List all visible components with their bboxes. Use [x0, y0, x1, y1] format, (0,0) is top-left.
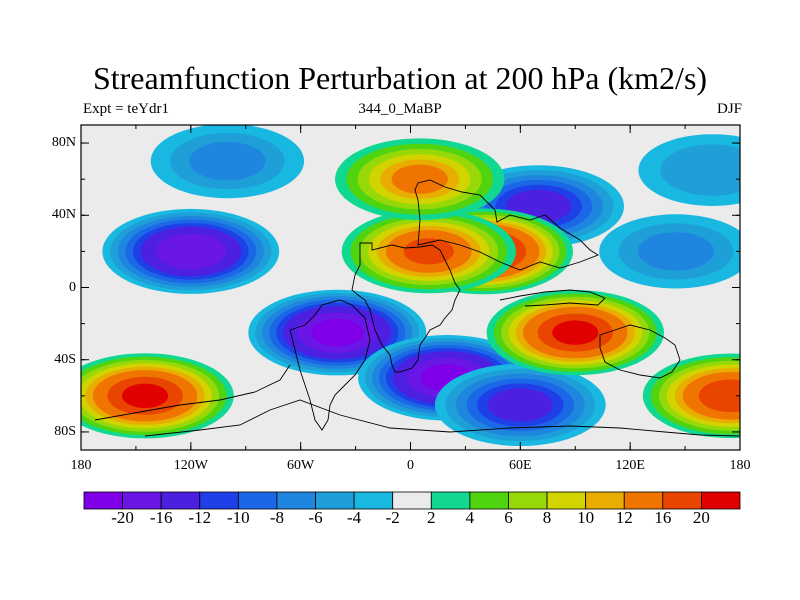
colorbar-label: -12 — [188, 508, 212, 527]
colorbar-swatch — [122, 491, 162, 510]
y-tick-label: 0 — [69, 279, 76, 295]
colorbar-label: 2 — [427, 508, 436, 527]
colorbar-label: -2 — [385, 508, 400, 527]
negative-contour-band — [637, 232, 715, 271]
colorbar-swatch — [469, 491, 509, 510]
colorbar-label: 4 — [465, 508, 475, 527]
colorbar-label: -20 — [111, 508, 134, 527]
colorbar — [83, 491, 741, 510]
colorbar-swatch — [546, 491, 587, 510]
colorbar-swatch — [199, 491, 239, 510]
colorbar-label: 10 — [577, 508, 595, 527]
x-tick-label: 180 — [70, 458, 92, 473]
western-outline — [94, 364, 291, 421]
colorbar-label: 12 — [615, 508, 633, 527]
x-tick-label: 60W — [287, 458, 315, 473]
axis-ticks — [80, 125, 741, 450]
contour-field — [81, 125, 740, 446]
season-label: DJF — [716, 101, 742, 117]
negative-contour-band — [311, 318, 364, 347]
colorbar-swatch — [701, 491, 741, 510]
colorbar-swatch — [237, 491, 278, 510]
negative-contour-band — [660, 144, 740, 196]
positive-contour-band — [552, 320, 599, 345]
time-period-label: 344_0_MaBP — [358, 101, 442, 117]
colorbar-label: 6 — [504, 508, 513, 527]
positive-contour-band — [391, 164, 448, 194]
x-tick-label: 0 — [407, 458, 414, 473]
colorbar-label: 8 — [542, 508, 552, 527]
maritime-outline — [499, 289, 606, 307]
negative-contour-band — [155, 233, 226, 270]
negative-contour-band — [189, 141, 266, 181]
positive-contour-band — [122, 383, 169, 408]
colorbar-swatch — [508, 491, 548, 510]
antarctica-outline — [144, 399, 740, 437]
y-tick-label: 80N — [51, 135, 76, 151]
colorbar-swatch — [585, 491, 625, 510]
colorbar-label: -16 — [149, 508, 173, 527]
positive-contour-band — [403, 238, 454, 265]
colorbar-label: -10 — [227, 508, 250, 527]
x-tick-label: 60E — [509, 458, 532, 473]
y-tick-label: 40N — [51, 207, 76, 223]
colorbar-swatch — [430, 491, 471, 510]
positive-contour-band — [698, 379, 740, 413]
colorbar-label: 20 — [692, 508, 710, 527]
eurasia-outline — [414, 179, 599, 271]
colorbar-label: -8 — [269, 508, 285, 527]
south-america-outline — [289, 299, 371, 431]
x-tick-label: 180 — [729, 458, 751, 473]
africa-outline — [351, 242, 461, 373]
colorbar-swatch — [353, 491, 394, 510]
negative-contour-band — [487, 388, 553, 422]
colorbar-swatch — [315, 491, 355, 510]
colorbar-swatch — [392, 491, 432, 510]
colorbar-swatch — [276, 491, 316, 510]
colorbar-swatch — [662, 491, 702, 510]
australia-outline — [599, 324, 681, 379]
colorbar-label: -4 — [347, 508, 362, 527]
colorbar-swatch — [160, 491, 201, 510]
colorbar-label: 16 — [654, 508, 672, 527]
experiment-label: Expt = teYdr1 — [83, 101, 169, 117]
y-tick-label: 40S — [54, 351, 76, 367]
figure-title: Streamfunction Perturbation at 200 hPa (… — [92, 60, 708, 96]
colorbar-swatch — [83, 491, 123, 510]
coastline-outline — [94, 179, 740, 437]
x-tick-label: 120E — [615, 458, 645, 473]
x-tick-label: 120W — [173, 458, 208, 473]
colorbar-label: -6 — [308, 508, 323, 527]
colorbar-swatch — [623, 491, 664, 510]
y-tick-label: 80S — [54, 423, 76, 439]
